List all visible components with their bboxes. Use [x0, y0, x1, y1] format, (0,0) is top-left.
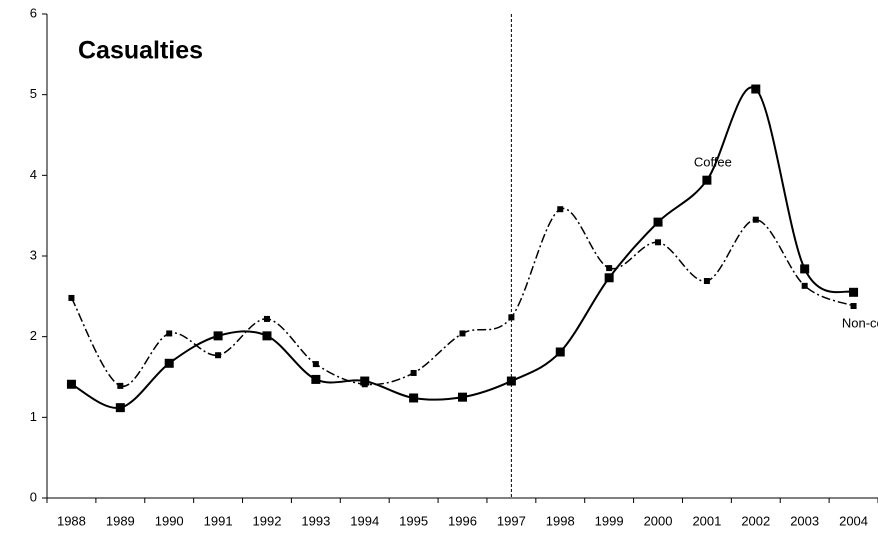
x-tick-label: 1990 [155, 513, 184, 528]
series-line [70, 86, 854, 409]
marker [68, 294, 75, 301]
marker [508, 314, 515, 321]
marker [604, 273, 614, 283]
marker [849, 287, 859, 297]
marker [410, 369, 417, 376]
y-tick-label: 6 [30, 5, 37, 20]
marker [702, 175, 712, 185]
y-tick-label: 0 [30, 489, 37, 504]
marker [312, 361, 319, 368]
marker [115, 403, 125, 413]
marker [409, 393, 419, 403]
marker [117, 382, 124, 389]
marker [653, 217, 663, 227]
marker [606, 265, 613, 272]
x-tick-label: 1997 [497, 513, 526, 528]
x-tick-label: 1998 [546, 513, 575, 528]
x-tick-label: 1989 [106, 513, 135, 528]
marker [655, 239, 662, 246]
marker [800, 264, 810, 274]
marker [557, 206, 564, 213]
x-tick-label: 1999 [595, 513, 624, 528]
y-tick-label: 1 [30, 409, 37, 424]
series-label: Coffee [694, 155, 732, 170]
y-tick-label: 5 [30, 86, 37, 101]
x-tick-label: 2000 [644, 513, 673, 528]
y-tick-label: 3 [30, 247, 37, 262]
marker [801, 282, 808, 289]
marker [752, 216, 759, 223]
x-tick-label: 2004 [839, 513, 868, 528]
x-tick-label: 1996 [448, 513, 477, 528]
x-tick-label: 1991 [204, 513, 233, 528]
x-tick-label: 2001 [692, 513, 721, 528]
series-line [70, 207, 854, 387]
marker [459, 330, 466, 337]
marker [262, 331, 272, 341]
marker [311, 374, 321, 384]
chart-title: Casualties [78, 37, 203, 65]
y-tick-label: 2 [30, 328, 37, 343]
marker [263, 315, 270, 322]
marker [213, 331, 223, 341]
x-tick-label: 2003 [790, 513, 819, 528]
y-tick-label: 4 [30, 167, 37, 182]
series-label: Non-coffee [842, 315, 878, 330]
marker [215, 352, 222, 359]
x-tick-label: 1992 [253, 513, 282, 528]
marker [360, 376, 370, 386]
x-tick-label: 1988 [57, 513, 86, 528]
marker [703, 278, 710, 285]
marker [506, 376, 516, 386]
marker [555, 347, 565, 357]
marker [361, 381, 368, 388]
x-tick-label: 1994 [350, 513, 379, 528]
x-tick-label: 1993 [301, 513, 330, 528]
marker [66, 379, 76, 389]
x-tick-label: 2002 [741, 513, 770, 528]
marker [850, 303, 857, 310]
marker [458, 392, 467, 402]
x-tick-label: 1995 [399, 513, 428, 528]
marker [751, 84, 761, 94]
marker [166, 330, 173, 337]
marker [164, 358, 174, 368]
